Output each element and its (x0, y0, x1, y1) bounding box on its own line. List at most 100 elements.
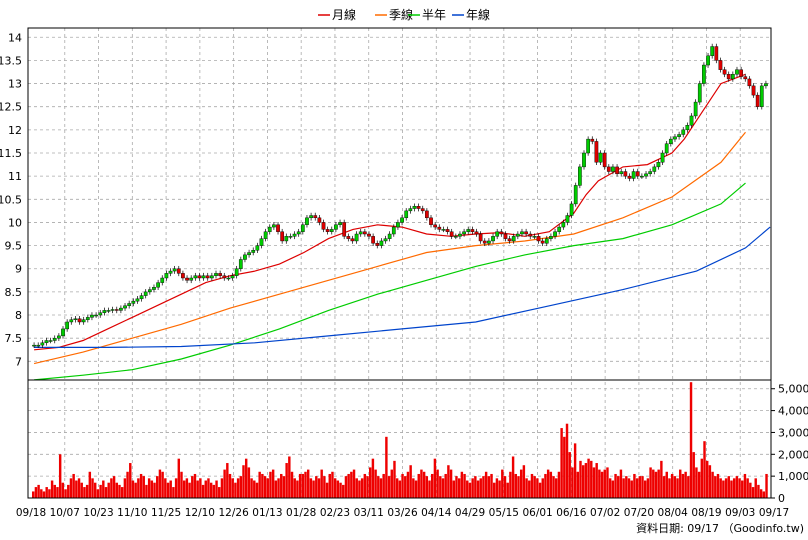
candle-body (127, 303, 132, 306)
volume-bar (244, 458, 248, 498)
volume-bar (247, 467, 251, 498)
candle-body (515, 233, 520, 237)
candle-body (110, 309, 115, 311)
volume-bar (67, 484, 70, 498)
volume-bar (298, 473, 302, 498)
candle-body (346, 236, 351, 239)
volume-bar (150, 480, 154, 498)
legend-label-ma120: 半年 (422, 8, 446, 22)
volume-bar (277, 478, 280, 498)
candle-body (429, 217, 433, 225)
volume-bars (32, 382, 768, 498)
candle-body (573, 185, 578, 205)
candle-body (350, 238, 355, 242)
volume-bar (708, 465, 712, 498)
volume-bar (115, 482, 119, 498)
candle-body (329, 229, 334, 232)
volume-bar (325, 482, 329, 498)
volume-bar (476, 480, 480, 498)
candle-body (449, 231, 454, 237)
volume-bar (139, 473, 143, 498)
candle-body (710, 46, 715, 56)
volume-bar (536, 478, 539, 498)
candle-body (123, 305, 127, 309)
volume-bar (333, 478, 337, 498)
volume-bar (654, 471, 658, 498)
volume-bar (563, 436, 566, 498)
price-tick-label: 8.5 (5, 286, 23, 299)
volume-bar (161, 471, 164, 498)
volume-bar (147, 478, 151, 498)
volume-bar (652, 469, 655, 498)
candle-body (602, 152, 607, 168)
candle-body (321, 222, 326, 230)
candle-body (511, 236, 516, 242)
volume-bar (64, 489, 67, 498)
volume-bar (590, 460, 593, 498)
volume-bar (271, 469, 275, 498)
volume-bar (88, 471, 92, 498)
candle-body (81, 319, 86, 323)
candle-body (544, 238, 549, 244)
volume-bar (85, 484, 89, 498)
candle-body (36, 344, 41, 347)
date-tick-label: 01/13 (252, 507, 282, 519)
candle-body (499, 231, 504, 235)
candle-body (288, 236, 293, 238)
candle-body (648, 171, 653, 175)
candle-body (503, 233, 508, 239)
candle-body (586, 138, 590, 154)
volume-bar (633, 473, 636, 498)
volume-bar (177, 458, 181, 498)
price-tick-label: 11.5 (0, 147, 22, 160)
candle-body (627, 175, 632, 179)
candle-body (197, 275, 202, 279)
volume-bar (568, 452, 571, 498)
ma-line (34, 73, 746, 351)
volume-bar (344, 476, 348, 498)
candle-body (234, 268, 239, 276)
candle-body (458, 233, 462, 237)
candle-body (342, 222, 347, 237)
volume-bar (487, 476, 491, 498)
price-tick-label: 10.5 (0, 193, 22, 206)
candle-body (751, 85, 756, 96)
volume-bar (546, 469, 550, 498)
volume-bar (498, 480, 501, 498)
volume-tick-label: 4,000 (778, 405, 808, 418)
candle-body (482, 240, 487, 244)
date-tick-label: 03/11 (354, 507, 384, 519)
candle-body (735, 69, 739, 75)
candle-body (243, 254, 247, 260)
candle-body (478, 233, 483, 242)
candle-body (656, 162, 661, 168)
candle-body (697, 83, 702, 103)
volume-bar (48, 489, 51, 498)
candle-body (416, 206, 421, 209)
candlesticks (32, 43, 768, 348)
candle-body (214, 273, 218, 276)
candle-body (437, 226, 442, 230)
volume-bar (110, 478, 113, 498)
volume-bar (538, 482, 542, 498)
volume-bar (765, 473, 768, 498)
volume-bar (156, 476, 159, 498)
volume-bar (611, 480, 615, 498)
volume-bar (328, 473, 331, 498)
candle-body (495, 231, 500, 237)
volume-bar (280, 473, 283, 498)
volume-bar (174, 478, 178, 498)
volume-bar (557, 471, 561, 498)
candle-body (433, 224, 437, 228)
volume-bar (422, 471, 426, 498)
volume-bar (549, 471, 553, 498)
candle-body (706, 55, 710, 66)
candle-body (40, 342, 45, 346)
candle-body (623, 171, 628, 177)
candle-body (313, 215, 318, 219)
volume-bar (377, 476, 380, 498)
volume-bar (58, 454, 62, 498)
volume-bar (96, 489, 100, 498)
volume-bar (484, 471, 488, 498)
